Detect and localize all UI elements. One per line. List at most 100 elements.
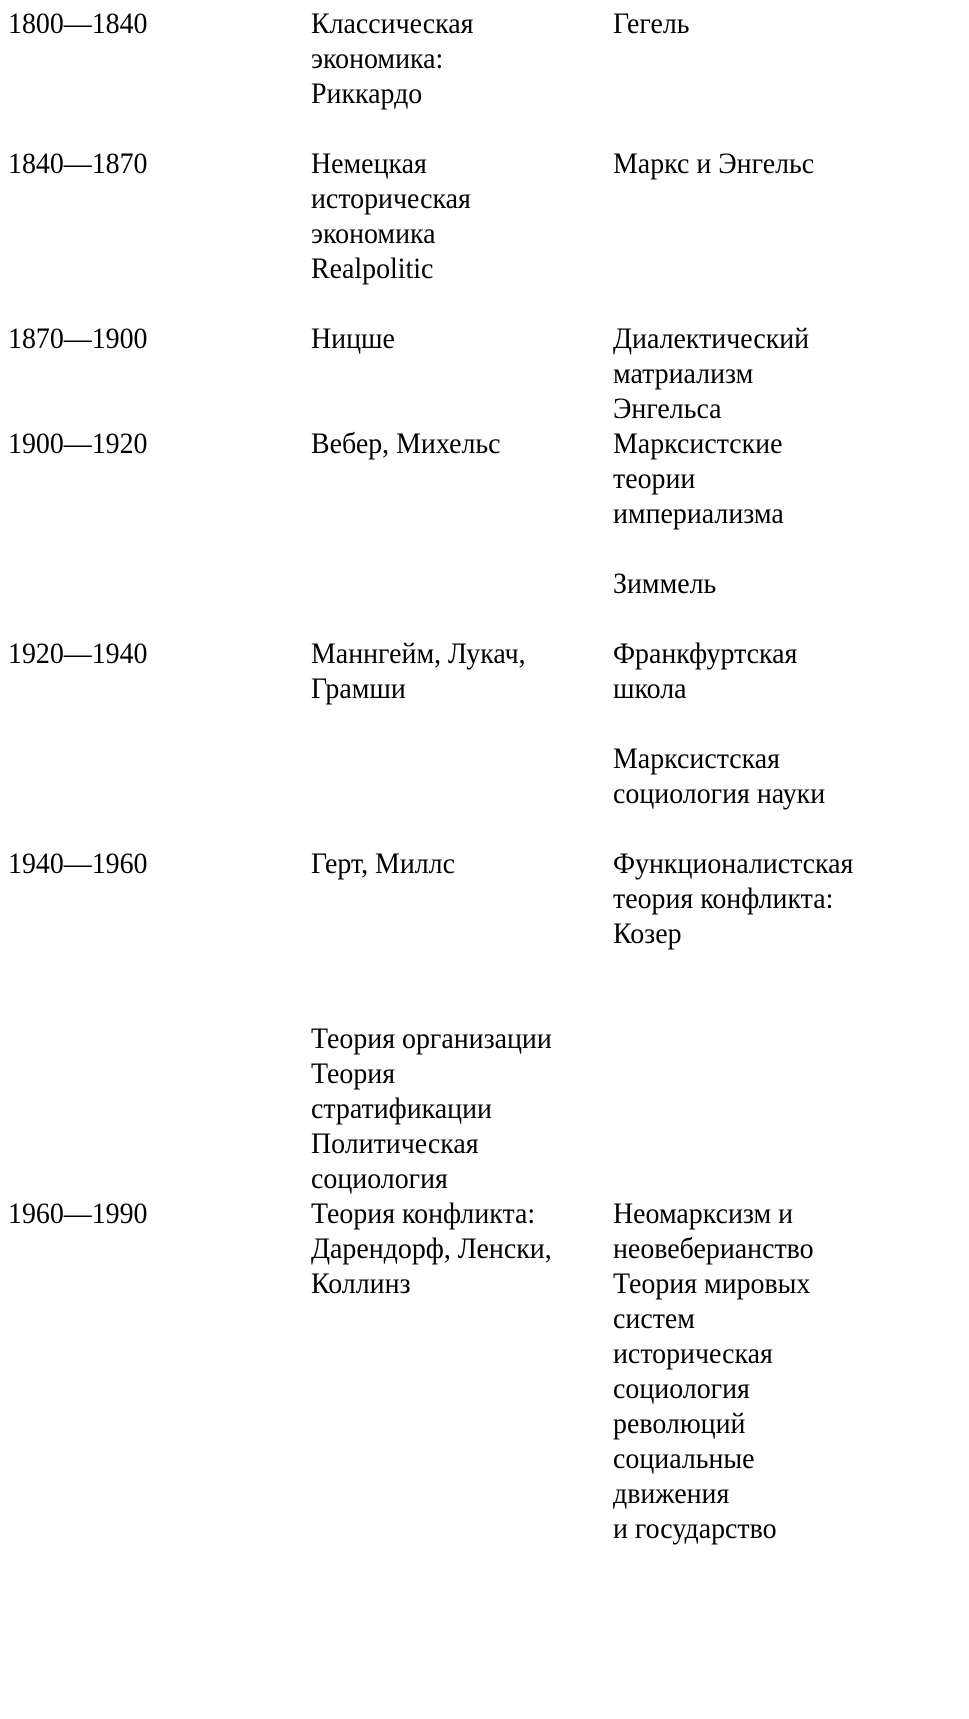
period-label: 1920—1940 <box>8 637 148 670</box>
table-row: 1960—1990 Теория конфликта: Дарендорф, Лен… <box>0 1196 969 1546</box>
theory-cell: Ницше <box>311 321 613 426</box>
tradition-cell: Неомарксизм и неовеберианство Теория миров… <box>613 1196 963 1546</box>
theory-cell: Немецкая историческая экономика Realpolitic <box>311 146 613 286</box>
period-label: 1900—1920 <box>8 427 148 460</box>
cell-text-line: Грамши <box>311 672 406 705</box>
table-row: 1840—1870 Немецкая историческая экономика Re… <box>0 146 969 286</box>
cell-text-line: социальные <box>613 1442 755 1475</box>
theory-cell: Теория конфликта: Дарендорф, Ленски, Колли… <box>311 1196 613 1546</box>
theory-cell: Герт, Миллс <box>311 846 613 951</box>
cell-text-line: Realpolitic <box>311 252 434 285</box>
cell-paragraph: Вебер, Михельс <box>311 426 613 461</box>
cell-paragraph: Неомарксизм и неовеберианство Теория миров… <box>613 1196 963 1546</box>
cell-text-line: Гегель <box>613 7 690 40</box>
cell-text-line: теории <box>613 462 696 495</box>
timeline-table: 1800—1840 Классическая экономика: Риккардо Г… <box>0 6 969 1546</box>
cell-text-line: Немецкая <box>311 147 427 180</box>
theory-cell: Теория организации Теория стратификации Пол… <box>311 1021 613 1196</box>
cell-text-line: империализма <box>613 497 784 530</box>
period-label: 1840—1870 <box>8 147 148 180</box>
cell-paragraph: Гегель <box>613 6 963 41</box>
cell-text-line: экономика: <box>311 42 444 75</box>
period-label: 1960—1990 <box>8 1197 148 1230</box>
cell-text-line: Герт, Миллс <box>311 847 455 880</box>
theory-cell: Маннгейм, Лукач, Грамши <box>311 636 613 811</box>
table-row: 1900—1920 Вебер, Михельс Марксистские теори… <box>0 426 969 601</box>
table-row: 1870—1900 Ницше Диалектический матриализм Эн… <box>0 321 969 426</box>
cell-paragraph: Марксистская социология науки <box>613 741 963 811</box>
period-cell: 1900—1920 <box>8 426 311 601</box>
period-label: 1870—1900 <box>8 322 148 355</box>
cell-text-line: и государство <box>613 1512 777 1545</box>
cell-text-line: Дарендорф, Ленски, <box>311 1232 552 1265</box>
period-cell <box>8 1021 311 1196</box>
tradition-cell: Диалектический матриализм Энгельса <box>613 321 963 426</box>
period-cell: 1800—1840 <box>8 6 311 111</box>
cell-text-line: школа <box>613 672 687 705</box>
tradition-cell: Функционалистская теория конфликта: Козер <box>613 846 963 951</box>
table-row: 1920—1940 Маннгейм, Лукач, Грамши Франкфурт… <box>0 636 969 811</box>
period-cell: 1960—1990 <box>8 1196 311 1546</box>
cell-paragraph: Немецкая историческая экономика Realpolitic <box>311 146 613 286</box>
cell-text-line: матриализм <box>613 357 754 390</box>
cell-text-line: Теория <box>311 1057 396 1090</box>
cell-text-line: Энгельса <box>613 392 722 425</box>
cell-text-line: Франкфуртская <box>613 637 798 670</box>
period-label: 1800—1840 <box>8 7 148 40</box>
cell-text-line: Неомарксизм и <box>613 1197 794 1230</box>
cell-paragraph: Марксистские теории империализма <box>613 426 963 531</box>
cell-paragraph: Маннгейм, Лукач, Грамши <box>311 636 613 706</box>
cell-text-line: социология науки <box>613 777 826 810</box>
cell-text-line: историческая <box>311 182 471 215</box>
period-label <box>8 1021 290 1056</box>
cell-text-line: Политическая <box>311 1127 479 1160</box>
cell-text-line: Риккардо <box>311 77 423 110</box>
period-cell: 1870—1900 <box>8 321 311 426</box>
tradition-cell <box>613 1021 963 1196</box>
period-cell: 1940—1960 <box>8 846 311 951</box>
period-cell: 1920—1940 <box>8 636 311 811</box>
table-row: 1800—1840 Классическая экономика: Риккардо Г… <box>0 6 969 111</box>
cell-text-line: экономика <box>311 217 436 250</box>
cell-text-line: революций <box>613 1407 746 1440</box>
cell-paragraph: Маркс и Энгельс <box>613 146 963 181</box>
table-row: Теория организации Теория стратификации Пол… <box>0 1021 969 1196</box>
cell-text-line: Функционалистская <box>613 847 854 880</box>
tradition-cell: Франкфуртская школа Марксистская социология… <box>613 636 963 811</box>
cell-text-line: стратификации <box>311 1092 492 1125</box>
cell-text-line: Теория мировых <box>613 1267 811 1300</box>
cell-paragraph: Диалектический матриализм Энгельса <box>613 321 963 426</box>
cell-paragraph: Классическая экономика: Риккардо <box>311 6 613 111</box>
cell-paragraph: Зиммель <box>613 566 963 601</box>
cell-text-line: Маркс и Энгельс <box>613 147 815 180</box>
cell-text-line: Марксистская <box>613 742 780 775</box>
theory-cell: Вебер, Михельс <box>311 426 613 601</box>
cell-text-line: Ницше <box>311 322 395 355</box>
tradition-cell: Марксистские теории империализма Зиммель <box>613 426 963 601</box>
cell-text-line: социология <box>311 1162 448 1195</box>
cell-text-line: Теория организации <box>311 1022 552 1055</box>
cell-text-line: движения <box>613 1477 730 1510</box>
cell-text-line: Диалектический <box>613 322 810 355</box>
cell-paragraph: Франкфуртская школа <box>613 636 963 706</box>
cell-text-line: Марксистские <box>613 427 783 460</box>
theory-cell: Классическая экономика: Риккардо <box>311 6 613 111</box>
cell-text-line: систем <box>613 1302 695 1335</box>
table-row: 1940—1960 Герт, Миллс Функционалистская тео… <box>0 846 969 951</box>
cell-text-line: теория конфликта: <box>613 882 834 915</box>
cell-paragraph: Функционалистская теория конфликта: Козер <box>613 846 963 951</box>
cell-text-line: Классическая <box>311 7 474 40</box>
cell-text-line: социология <box>613 1372 750 1405</box>
cell-text-line: Коллинз <box>311 1267 411 1300</box>
cell-text-line: неовеберианство <box>613 1232 814 1265</box>
cell-text-line: Козер <box>613 917 682 950</box>
tradition-cell: Маркс и Энгельс <box>613 146 963 286</box>
cell-text-line: Зиммель <box>613 567 717 600</box>
cell-text-line: Маннгейм, Лукач, <box>311 637 526 670</box>
cell-text-line: историческая <box>613 1337 773 1370</box>
tradition-cell: Гегель <box>613 6 963 111</box>
cell-paragraph: Теория организации Теория стратификации Пол… <box>311 1021 613 1196</box>
period-label: 1940—1960 <box>8 847 148 880</box>
cell-text-line: Вебер, Михельс <box>311 427 501 460</box>
cell-paragraph: Герт, Миллс <box>311 846 613 881</box>
